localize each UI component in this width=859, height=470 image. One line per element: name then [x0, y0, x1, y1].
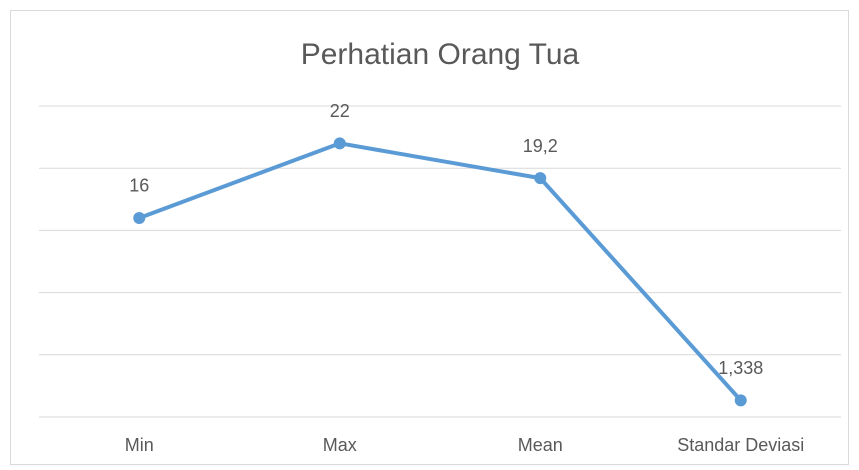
data-label: 1,338: [718, 358, 763, 378]
chart-border: [10, 10, 849, 465]
point: [534, 172, 547, 185]
point: [333, 137, 346, 150]
chart-title: Perhatian Orang Tua: [301, 38, 580, 71]
point: [734, 394, 747, 407]
line: [138, 141, 743, 402]
x-tick-label: Min: [125, 435, 154, 455]
data-label: 19,2: [523, 136, 558, 156]
point: [133, 211, 146, 224]
x-tick-label: Max: [323, 435, 357, 455]
data-label: 22: [330, 101, 350, 121]
x-tick-label: Standar Deviasi: [677, 435, 804, 455]
data-label: 16: [129, 176, 149, 196]
x-tick-label: Mean: [518, 435, 563, 455]
